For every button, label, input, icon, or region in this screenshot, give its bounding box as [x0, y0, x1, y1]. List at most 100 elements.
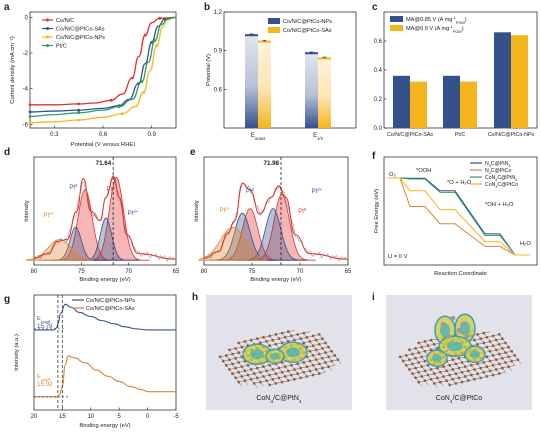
panel-d: d 80 75 70 65 Binding energy (eV) Intensity 71.…	[4, 147, 180, 283]
panel-d-fit-envelope	[33, 176, 177, 260]
panel-f-legend-label: N4C@PtCo	[485, 168, 511, 175]
panel-c-ytick-label: 0.0	[374, 126, 383, 132]
panel-c-legend-label-part: )	[462, 26, 464, 32]
panel-f-legend-label: CoN4C@PtCo	[485, 182, 518, 189]
panel-a-series-marker	[155, 44, 158, 48]
panel-c-legend-swatch	[390, 16, 403, 22]
panel-i-metal-atom	[456, 327, 462, 333]
panel-c-bar	[494, 32, 511, 128]
panel-f-legend-label-part: C@PtN	[491, 161, 509, 167]
panel-i-metal-atom	[446, 333, 452, 339]
panel-e-peak-label-part: 0	[252, 187, 255, 192]
panel-c-legend-label-part: -1	[452, 15, 455, 20]
panel-f-xlabel: Reaction Coordinate	[434, 271, 487, 277]
panel-a-legend-label: Co/N/C@PtCo-SAs	[56, 27, 105, 33]
panel-i-bond	[424, 380, 429, 386]
panel-f-legend-label-part: 4	[495, 178, 497, 182]
panel-e-peak-label: Pt2+	[220, 206, 231, 215]
panel-g-series-line	[34, 355, 176, 398]
panel-a-ytick-label: 0	[25, 15, 29, 21]
panel-e-fit-component	[216, 208, 284, 261]
panel-a-series-marker	[77, 102, 81, 106]
panel-f-legend-label-part: 4	[489, 171, 491, 175]
panel-h-bond	[260, 381, 264, 387]
panel-f-series-line	[388, 177, 530, 256]
panel-e-fit-component	[208, 212, 276, 261]
panel-c-ytick-label: 0.4	[374, 68, 383, 74]
panel-i-metal-atom	[464, 333, 470, 339]
panel-g-cutoff-name-part: cutoff	[41, 377, 51, 382]
panel-e: e 80 75 70 65 Binding energy (eV) Intensity 71.…	[190, 147, 352, 283]
panel-c-legend-label-part: MA@0.85 V (A mg	[406, 17, 452, 23]
panel-c-legend-label: MA@0.9 V (A mg-1PGM)	[406, 24, 464, 34]
panel-f: f Reaction Coordinate Free Energy (eV) O₂ *O…	[372, 151, 538, 277]
panel-e-xtick-label: 75	[249, 269, 256, 275]
panel-e-peak-label-part: Pt	[312, 189, 318, 195]
panel-h-bond	[328, 366, 332, 372]
panel-a-ytick-label: -2	[23, 51, 29, 57]
panel-b-bar	[305, 53, 318, 129]
panel-f-annotation: O₂	[389, 172, 396, 178]
panel-h-carbon-atom	[268, 383, 272, 387]
panel-c-legend-label: MA@0.85 V (A mg-1PGM)	[406, 15, 467, 25]
panel-b-category-label: E1/2	[313, 133, 324, 141]
panel-d-peak-label-part: Pt	[44, 213, 50, 219]
panel-b-bar	[258, 41, 271, 128]
panel-b-category-label-part: 1/2	[317, 136, 323, 141]
panel-i-charge-density-core	[432, 354, 442, 363]
panel-c-ytick-label: 0.6	[374, 39, 383, 45]
panel-i-caption-part: 4	[450, 399, 453, 405]
panel-c-bar	[460, 81, 477, 128]
panel-f-legend-label: CoN4C@PtN4	[485, 175, 517, 182]
panel-f-annotation: *OOH	[416, 168, 431, 174]
panel-e-fit-component	[239, 208, 307, 261]
panel-i-caption: CoN4/C@PtCo	[436, 395, 483, 405]
panel-b-bar	[318, 58, 331, 128]
panel-a-series-marker	[28, 115, 32, 118]
panel-i-bond	[440, 381, 444, 387]
panel-b-frame	[223, 11, 357, 129]
panel-d-xtick-label: 65	[173, 269, 180, 275]
panel-h-bond	[244, 380, 249, 386]
panel-a-ytick-label: -4	[23, 87, 29, 93]
panel-a-xtick-label: 0.9	[147, 132, 156, 138]
panel-h-bond	[238, 381, 243, 387]
panel-i-bond	[418, 381, 423, 387]
panel-g-xtick-label: -5	[173, 414, 179, 420]
panel-h-bond	[288, 330, 295, 332]
panel-a-series-marker	[140, 80, 144, 83]
panel-i-metal-atom	[460, 321, 466, 327]
panel-d-peak-label-part: 2+	[49, 211, 54, 216]
panel-h-charge-density-core	[286, 347, 300, 358]
panel-g-xtick-label: 10	[87, 414, 94, 420]
panel-g-cutoff-value: 15.79	[37, 323, 53, 330]
panel-b-legend-label: Co/N/C@PtCo-NPs	[283, 19, 332, 25]
panel-f-ylabel: Free Energy (eV)	[374, 189, 380, 234]
panel-a-series-line	[29, 16, 177, 118]
panel-a-series-marker	[28, 110, 32, 114]
panel-b-category-label-part: E	[313, 133, 317, 139]
panel-e-peak-label-part: Pt	[220, 208, 226, 214]
panel-d-xlabel: Binding energy (eV)	[79, 277, 130, 283]
panel-g-xtick-label: 15	[59, 414, 66, 420]
panel-f-legend-label: N4C@PtN4	[485, 161, 510, 168]
panel-h-carbon-atom	[318, 372, 321, 375]
panel-letter-f: f	[372, 151, 376, 162]
panel-letter-e: e	[190, 147, 196, 158]
panel-f-annotation: *O + H₂O	[447, 180, 472, 186]
panel-b-bar	[245, 35, 258, 129]
panel-i-charge-density-core	[470, 350, 480, 359]
panel-i-caption-part: CoN	[436, 395, 450, 402]
panel-e-peak-label-part: 2+	[225, 206, 230, 211]
panel-g-cutoff-name-part: E	[37, 374, 41, 380]
panel-b-ytick-label: 0.6	[214, 87, 223, 93]
panel-a-legend-label: Pt/C	[56, 44, 67, 50]
panel-i-carbon-atom	[479, 376, 483, 380]
panel-f-legend-label-part: 4	[495, 185, 497, 189]
panel-f-legend-label-part: C@PtN	[497, 175, 515, 181]
panel-a-series-marker	[28, 103, 32, 107]
panel-letter-c: c	[372, 2, 378, 13]
panel-c-ytick-label: 0.2	[374, 97, 383, 103]
panel-d-peak-label: Pt2+	[128, 209, 139, 218]
